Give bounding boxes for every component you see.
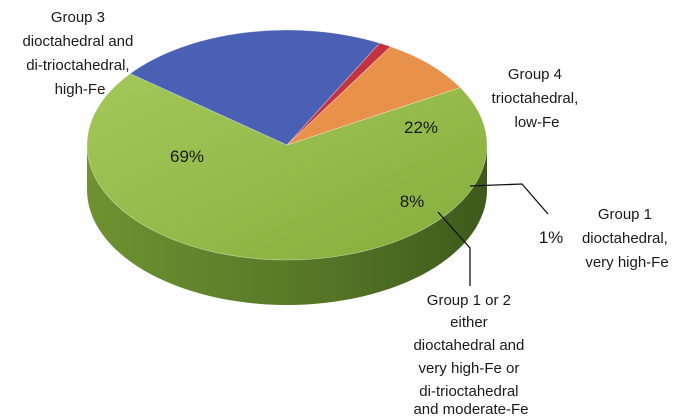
category-label-group-3: Group 3 dioctahedral and di-trioctahedra… — [22, 9, 137, 98]
category-label-group-1-or-2: Group 1 or 2 either dioctahedral and ver… — [413, 292, 528, 417]
data-label-group-4: 22% — [404, 118, 438, 137]
pie-slice-group-3-side — [87, 145, 487, 305]
leader-line-group-1 — [469, 183, 549, 215]
pie-slice-group-1 — [286, 42, 392, 146]
pie-tops — [86, 29, 488, 261]
data-label-group-1: 1% — [539, 228, 564, 247]
pie-slice-group-3 — [86, 73, 488, 261]
category-label-group-4: Group 4 trioctahedral, low-Fe — [492, 66, 583, 131]
pie-slice-group-4 — [129, 29, 381, 146]
data-label-group-1-or-2: 8% — [400, 192, 425, 211]
pie-sides — [87, 145, 487, 305]
category-label-group-1: Group 1 dioctahedral, very high-Fe — [582, 206, 672, 271]
leader-line-group-1-or-2 — [437, 211, 471, 286]
data-label-group-3: 69% — [170, 147, 204, 166]
pie-slice-group-1-or-2 — [286, 46, 461, 146]
